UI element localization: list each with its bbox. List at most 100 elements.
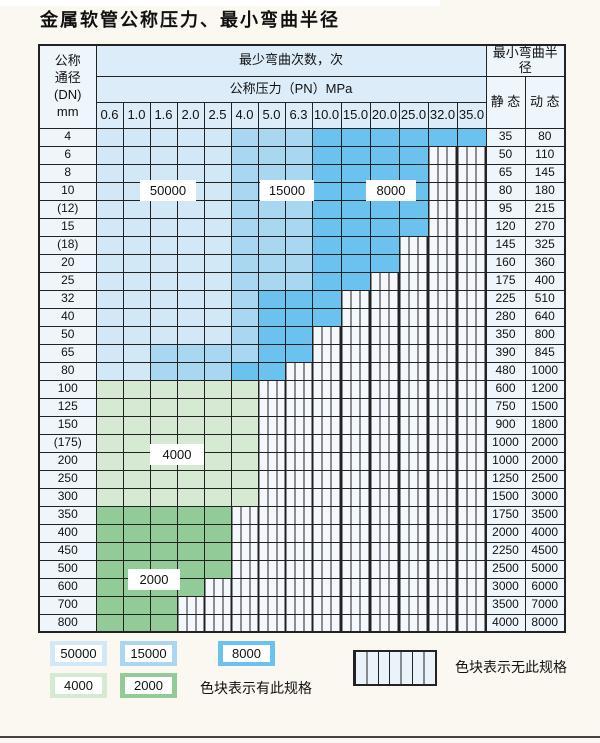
no-spec-cell xyxy=(284,523,313,543)
static-value: 900 xyxy=(485,415,526,435)
no-spec-cell xyxy=(456,397,487,417)
no-spec-cell xyxy=(369,307,400,327)
spec-cell xyxy=(176,235,205,255)
dynamic-value: 3000 xyxy=(524,487,566,507)
table-row: 125 750 1500 xyxy=(38,397,566,417)
spec-cell xyxy=(149,595,178,615)
spec-cell xyxy=(95,325,124,345)
no-spec-cell xyxy=(311,505,342,525)
legend: 50000 15000 8000 4000 2000 色块表示有此规格 色块表示无此规格 xyxy=(0,641,600,713)
no-spec-cell xyxy=(427,505,458,525)
no-spec-cell xyxy=(340,361,371,381)
dn-label: 4 xyxy=(38,127,97,147)
spec-cell xyxy=(311,307,342,327)
spec-cell xyxy=(203,199,232,219)
no-spec-cell xyxy=(340,613,371,633)
no-spec-cell xyxy=(340,595,371,615)
spec-cell xyxy=(230,397,259,417)
static-value: 145 xyxy=(485,235,526,255)
dynamic-value: 845 xyxy=(524,343,566,363)
table-row: 40 280 640 xyxy=(38,307,566,327)
dn-label: 25 xyxy=(38,271,97,291)
no-spec-cell xyxy=(398,451,429,471)
static-value: 65 xyxy=(485,163,526,183)
spec-cell xyxy=(369,199,400,219)
table-row: 6 50 110 xyxy=(38,145,566,165)
no-spec-cell xyxy=(456,577,487,597)
spec-cell xyxy=(369,217,400,237)
no-spec-cell xyxy=(257,415,286,435)
no-spec-cell xyxy=(398,613,429,633)
no-spec-cell xyxy=(284,361,313,381)
no-spec-cell xyxy=(456,271,487,291)
spec-cell xyxy=(95,217,124,237)
spec-cell xyxy=(340,217,371,237)
dn-label: 350 xyxy=(38,505,97,525)
spec-cell xyxy=(257,145,286,165)
no-spec-cell xyxy=(456,289,487,309)
spec-cell xyxy=(95,145,124,165)
static-value: 50 xyxy=(485,145,526,165)
spec-cell xyxy=(122,253,151,273)
legend-swatch-15000: 15000 xyxy=(120,641,177,666)
spec-cell xyxy=(149,289,178,309)
no-spec-cell xyxy=(456,235,487,255)
spec-cell xyxy=(203,505,232,525)
no-spec-cell xyxy=(311,379,342,399)
legend-swatch-label: 15000 xyxy=(125,645,172,662)
no-spec-cell xyxy=(456,361,487,381)
spec-cell xyxy=(95,307,124,327)
static-value: 80 xyxy=(485,181,526,201)
dynamic-value: 640 xyxy=(524,307,566,327)
static-value: 390 xyxy=(485,343,526,363)
spec-cell xyxy=(122,199,151,219)
dynamic-value: 270 xyxy=(524,217,566,237)
spec-cell xyxy=(176,145,205,165)
spec-cell xyxy=(95,613,124,633)
no-spec-cell xyxy=(369,415,400,435)
dn-label: 250 xyxy=(38,469,97,489)
dn-label: 20 xyxy=(38,253,97,273)
table-row: 450 2250 4500 xyxy=(38,541,566,561)
no-spec-cell xyxy=(427,595,458,615)
spec-cell xyxy=(257,289,286,309)
spec-cell xyxy=(230,127,259,147)
spec-cell xyxy=(176,361,205,381)
static-value: 3000 xyxy=(485,577,526,597)
no-spec-cell xyxy=(369,613,400,633)
spec-cell xyxy=(311,145,342,165)
spec-cell xyxy=(149,163,178,183)
dn-label: (18) xyxy=(38,235,97,255)
spec-cell xyxy=(95,595,124,615)
no-spec-cell xyxy=(340,469,371,489)
no-spec-cell xyxy=(284,559,313,579)
spec-cell xyxy=(369,235,400,255)
spec-cell xyxy=(311,253,342,273)
table-row: 200 1000 2000 xyxy=(38,451,566,471)
no-spec-cell xyxy=(427,451,458,471)
dn-label: 40 xyxy=(38,307,97,327)
spec-cell xyxy=(203,451,232,471)
spec-cell xyxy=(203,325,232,345)
spec-cell xyxy=(95,379,124,399)
table-row: 600 3000 6000 xyxy=(38,577,566,597)
no-spec-cell xyxy=(456,505,487,525)
spec-cell xyxy=(230,163,259,183)
static-value: 120 xyxy=(485,217,526,237)
spec-cell xyxy=(95,523,124,543)
no-spec-cell xyxy=(340,415,371,435)
table-row: 300 1500 3000 xyxy=(38,487,566,507)
spec-cell xyxy=(340,271,371,291)
spec-cell xyxy=(340,199,371,219)
no-spec-cell xyxy=(427,217,458,237)
spec-cell xyxy=(149,487,178,507)
no-spec-cell xyxy=(311,541,342,561)
spec-cell xyxy=(369,127,400,147)
no-spec-cell xyxy=(311,415,342,435)
no-spec-cell xyxy=(257,613,286,633)
dn-label: 80 xyxy=(38,361,97,381)
table-row: 32 225 510 xyxy=(38,289,566,309)
spec-cell xyxy=(95,397,124,417)
dynamic-value: 1200 xyxy=(524,379,566,399)
spec-cell xyxy=(257,235,286,255)
